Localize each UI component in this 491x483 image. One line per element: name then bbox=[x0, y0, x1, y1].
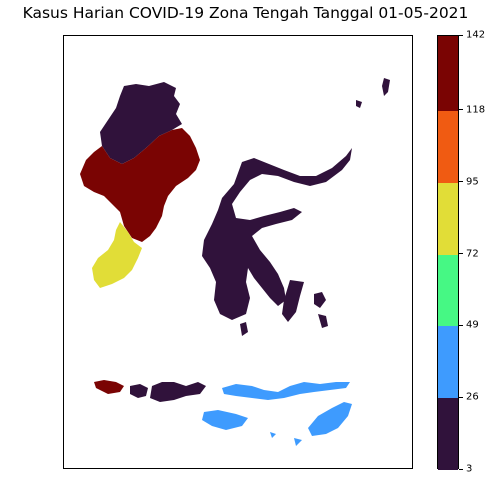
colorbar-bin bbox=[438, 326, 458, 399]
colorbar-bin bbox=[438, 36, 458, 111]
colorbar-tick-label: 72 bbox=[466, 248, 479, 260]
colorbar-tick-label: 49 bbox=[466, 319, 479, 331]
chart-title: Kasus Harian COVID-19 Zona Tengah Tangga… bbox=[22, 4, 469, 22]
colorbar-tick bbox=[459, 109, 463, 111]
colorbar-tick-label: 142 bbox=[466, 29, 486, 41]
region-north-kalimantan bbox=[100, 82, 182, 164]
colorbar-tick-label: 118 bbox=[466, 104, 486, 116]
colorbar-tick bbox=[459, 253, 463, 255]
colorbar-bin bbox=[438, 182, 458, 255]
region-sulawesi bbox=[202, 148, 352, 320]
colorbar-tick bbox=[459, 181, 463, 183]
region-west-nusa-tenggara bbox=[130, 382, 206, 402]
region-bali bbox=[94, 380, 124, 394]
colorbar-bin bbox=[438, 398, 458, 470]
region-east-kalimantan bbox=[80, 128, 200, 242]
region-south-kalimantan bbox=[92, 222, 142, 288]
colorbar-tick bbox=[459, 324, 463, 326]
colorbar-tick-label: 3 bbox=[466, 463, 473, 475]
colorbar bbox=[437, 35, 459, 470]
region-sulawesi-north-tip bbox=[356, 78, 390, 108]
region-sulawesi-southeast bbox=[282, 280, 304, 322]
region-east-nusa-tenggara bbox=[202, 382, 352, 446]
colorbar-tick bbox=[459, 34, 463, 36]
colorbar-tick bbox=[459, 396, 463, 398]
colorbar-tick bbox=[459, 468, 463, 470]
colorbar-bin bbox=[438, 110, 458, 183]
colorbar-bin bbox=[438, 254, 458, 327]
map-area bbox=[63, 35, 413, 469]
colorbar-tick-label: 95 bbox=[466, 176, 479, 188]
colorbar-tick-label: 26 bbox=[466, 391, 479, 403]
map-svg bbox=[80, 78, 390, 446]
region-sulawesi-islands bbox=[240, 292, 328, 336]
